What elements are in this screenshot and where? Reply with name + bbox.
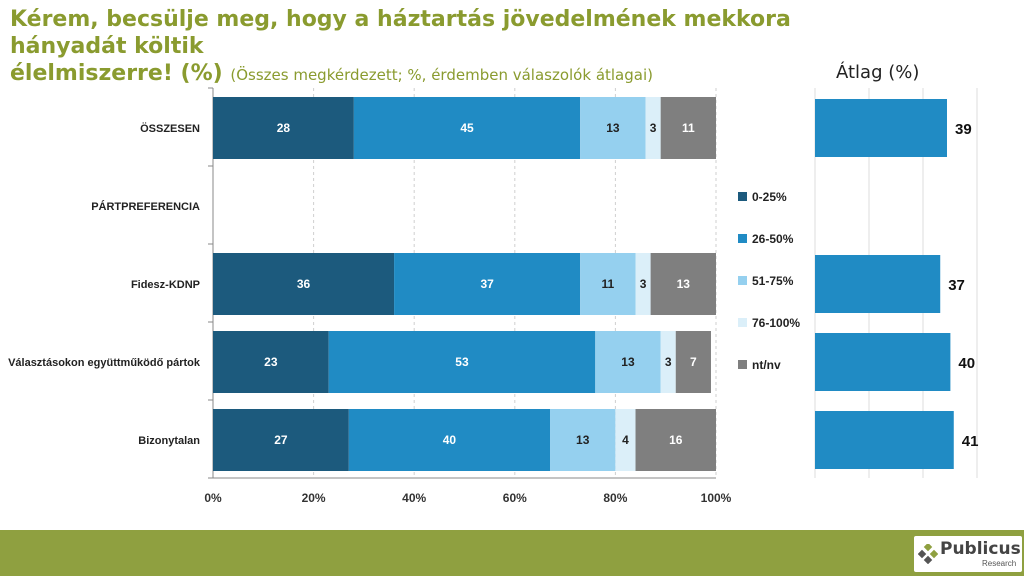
data-label: 11	[682, 121, 695, 135]
publicus-logo-icon	[918, 544, 938, 564]
bar-segment	[353, 97, 581, 159]
bar-segment	[213, 97, 354, 159]
category-label: Bizonytalan	[138, 435, 200, 447]
publicus-logo: Publicus Research	[914, 536, 1022, 572]
data-label: 3	[665, 355, 672, 369]
bar-segment	[213, 409, 349, 471]
data-label: 53	[455, 355, 469, 369]
legend-swatch	[738, 360, 747, 369]
x-tick-label: 20%	[302, 491, 326, 505]
data-label: 4	[622, 433, 629, 447]
category-label: ÖSSZESEN	[140, 122, 200, 135]
x-tick-label: 60%	[503, 491, 527, 505]
data-label: 23	[264, 355, 278, 369]
data-label: 3	[640, 277, 647, 291]
legend-label: nt/nv	[752, 358, 781, 372]
category-label: Választásokon együttműködő pártok	[8, 357, 201, 369]
bar-segment	[580, 253, 636, 315]
bar-segment	[595, 331, 661, 393]
legend-swatch	[738, 318, 747, 327]
avg-data-label: 39	[955, 121, 972, 138]
title-line-2: élelmiszerre! (%)	[10, 61, 223, 86]
bar-segment	[394, 253, 581, 315]
bar-segment	[660, 97, 716, 159]
chart-subtitle: (Összes megkérdezett; %, érdemben válasz…	[230, 66, 653, 84]
bar-segment	[660, 331, 676, 393]
x-tick-label: 100%	[701, 491, 732, 505]
avg-bar	[815, 333, 951, 391]
data-label: 40	[443, 433, 457, 447]
avg-data-label: 41	[962, 433, 979, 450]
data-label: 36	[297, 277, 311, 291]
bar-segment	[348, 409, 551, 471]
x-tick-label: 0%	[204, 491, 222, 505]
stacked-bar-chart: 0% 20% 40% 60% 80% 100% ÖSSZESEN 28 45 13 3 11 PÁRTP…	[8, 87, 979, 505]
category-label: PÁRTPREFERENCIA	[91, 200, 200, 213]
title-line-1: Kérem, becsülje meg, hogy a háztartás jö…	[10, 7, 791, 59]
avg-bar	[815, 99, 947, 157]
data-label: 28	[277, 121, 291, 135]
bar-segment	[580, 97, 646, 159]
data-label: 27	[274, 433, 288, 447]
data-label: 13	[606, 121, 620, 135]
legend-swatch	[738, 276, 747, 285]
data-label: 13	[576, 433, 590, 447]
data-label: 45	[460, 121, 474, 135]
footer-band	[0, 530, 1024, 576]
data-label: 16	[669, 433, 683, 447]
bar-segment	[213, 331, 329, 393]
logo-name: Publicus	[940, 539, 1021, 559]
bar-segment	[550, 409, 616, 471]
legend-label: 51-75%	[752, 274, 794, 288]
x-tick-label: 40%	[402, 491, 426, 505]
data-label: 7	[690, 355, 697, 369]
legend-swatch	[738, 234, 747, 243]
data-label: 13	[621, 355, 635, 369]
bar-segment	[635, 253, 651, 315]
data-label: 13	[677, 277, 691, 291]
x-tick-label: 80%	[603, 491, 627, 505]
avg-data-label: 37	[948, 277, 965, 294]
legend-label: 26-50%	[752, 232, 794, 246]
avg-data-label: 40	[958, 355, 975, 372]
legend-label: 76-100%	[752, 316, 800, 330]
avg-bar	[815, 411, 954, 469]
average-chart-title: Átlag (%)	[836, 62, 920, 83]
bar-segment	[615, 409, 636, 471]
legend-label: 0-25%	[752, 190, 787, 204]
bar-segment	[213, 253, 395, 315]
bar-segment	[675, 331, 711, 393]
bar-segment	[328, 331, 596, 393]
bar-segment	[650, 253, 716, 315]
avg-bar	[815, 255, 941, 313]
chart-title: Kérem, becsülje meg, hogy a háztartás jö…	[10, 6, 870, 89]
bar-segment	[645, 97, 661, 159]
data-label: 37	[480, 277, 494, 291]
bar-segment	[635, 409, 716, 471]
data-label: 11	[602, 277, 615, 291]
legend-swatch	[738, 192, 747, 201]
logo-tagline: Research	[982, 559, 1017, 568]
category-label: Fidesz-KDNP	[131, 279, 200, 291]
data-label: 3	[650, 121, 657, 135]
